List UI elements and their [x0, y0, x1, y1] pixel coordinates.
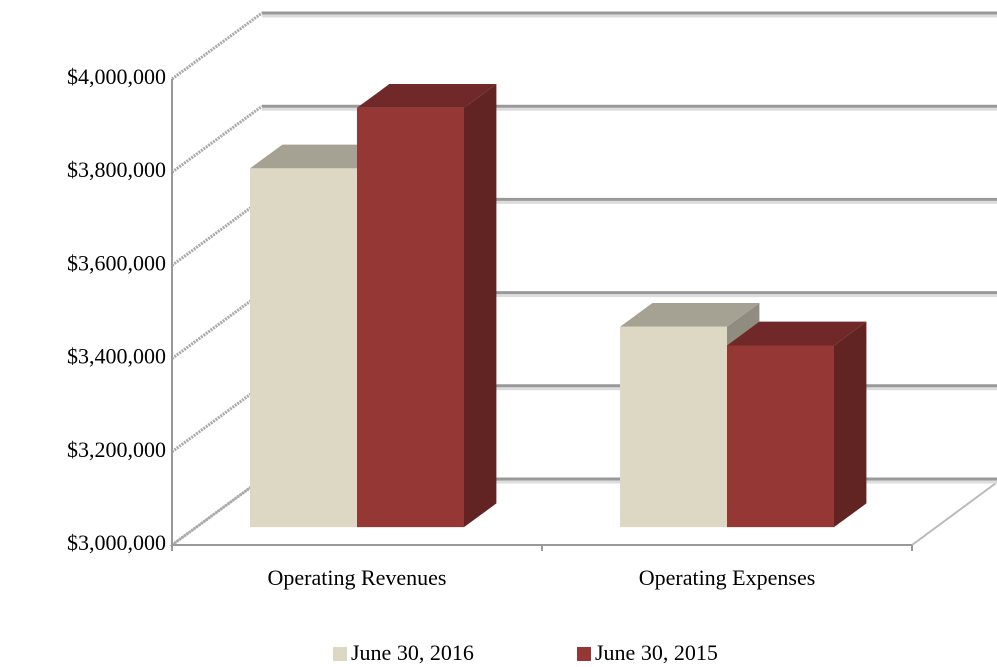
side-grid-line — [171, 291, 263, 360]
y-tick-label: $4,000,000 — [67, 64, 166, 89]
bar-top — [357, 84, 497, 108]
bar-top — [727, 321, 867, 346]
legend-label: June 30, 2015 — [595, 640, 718, 665]
side-grid-line — [171, 477, 263, 547]
y-tick-label: $3,400,000 — [67, 344, 166, 369]
y-tick-label: $3,000,000 — [67, 530, 166, 555]
bar-side — [464, 84, 497, 528]
y-tick-label: $3,800,000 — [67, 157, 166, 182]
legend-label: June 30, 2016 — [351, 640, 474, 665]
side-grid-line — [171, 104, 263, 174]
y-tick-label: $3,600,000 — [67, 250, 166, 275]
x-tick-label: Operating Revenues — [268, 565, 447, 590]
bar — [250, 168, 357, 528]
bar-top — [620, 303, 760, 327]
y-tick-label: $3,200,000 — [67, 437, 166, 462]
bar-side — [834, 321, 867, 528]
side-grid-line — [171, 384, 263, 454]
bar — [727, 345, 834, 528]
side-grid-line — [171, 11, 263, 81]
bar-top — [250, 144, 390, 169]
x-tick-label: Operating Expenses — [639, 565, 816, 590]
bar — [357, 107, 464, 528]
legend-swatch — [577, 647, 591, 661]
bar — [620, 326, 727, 528]
side-grid-line — [171, 198, 263, 267]
legend-swatch — [333, 647, 347, 661]
